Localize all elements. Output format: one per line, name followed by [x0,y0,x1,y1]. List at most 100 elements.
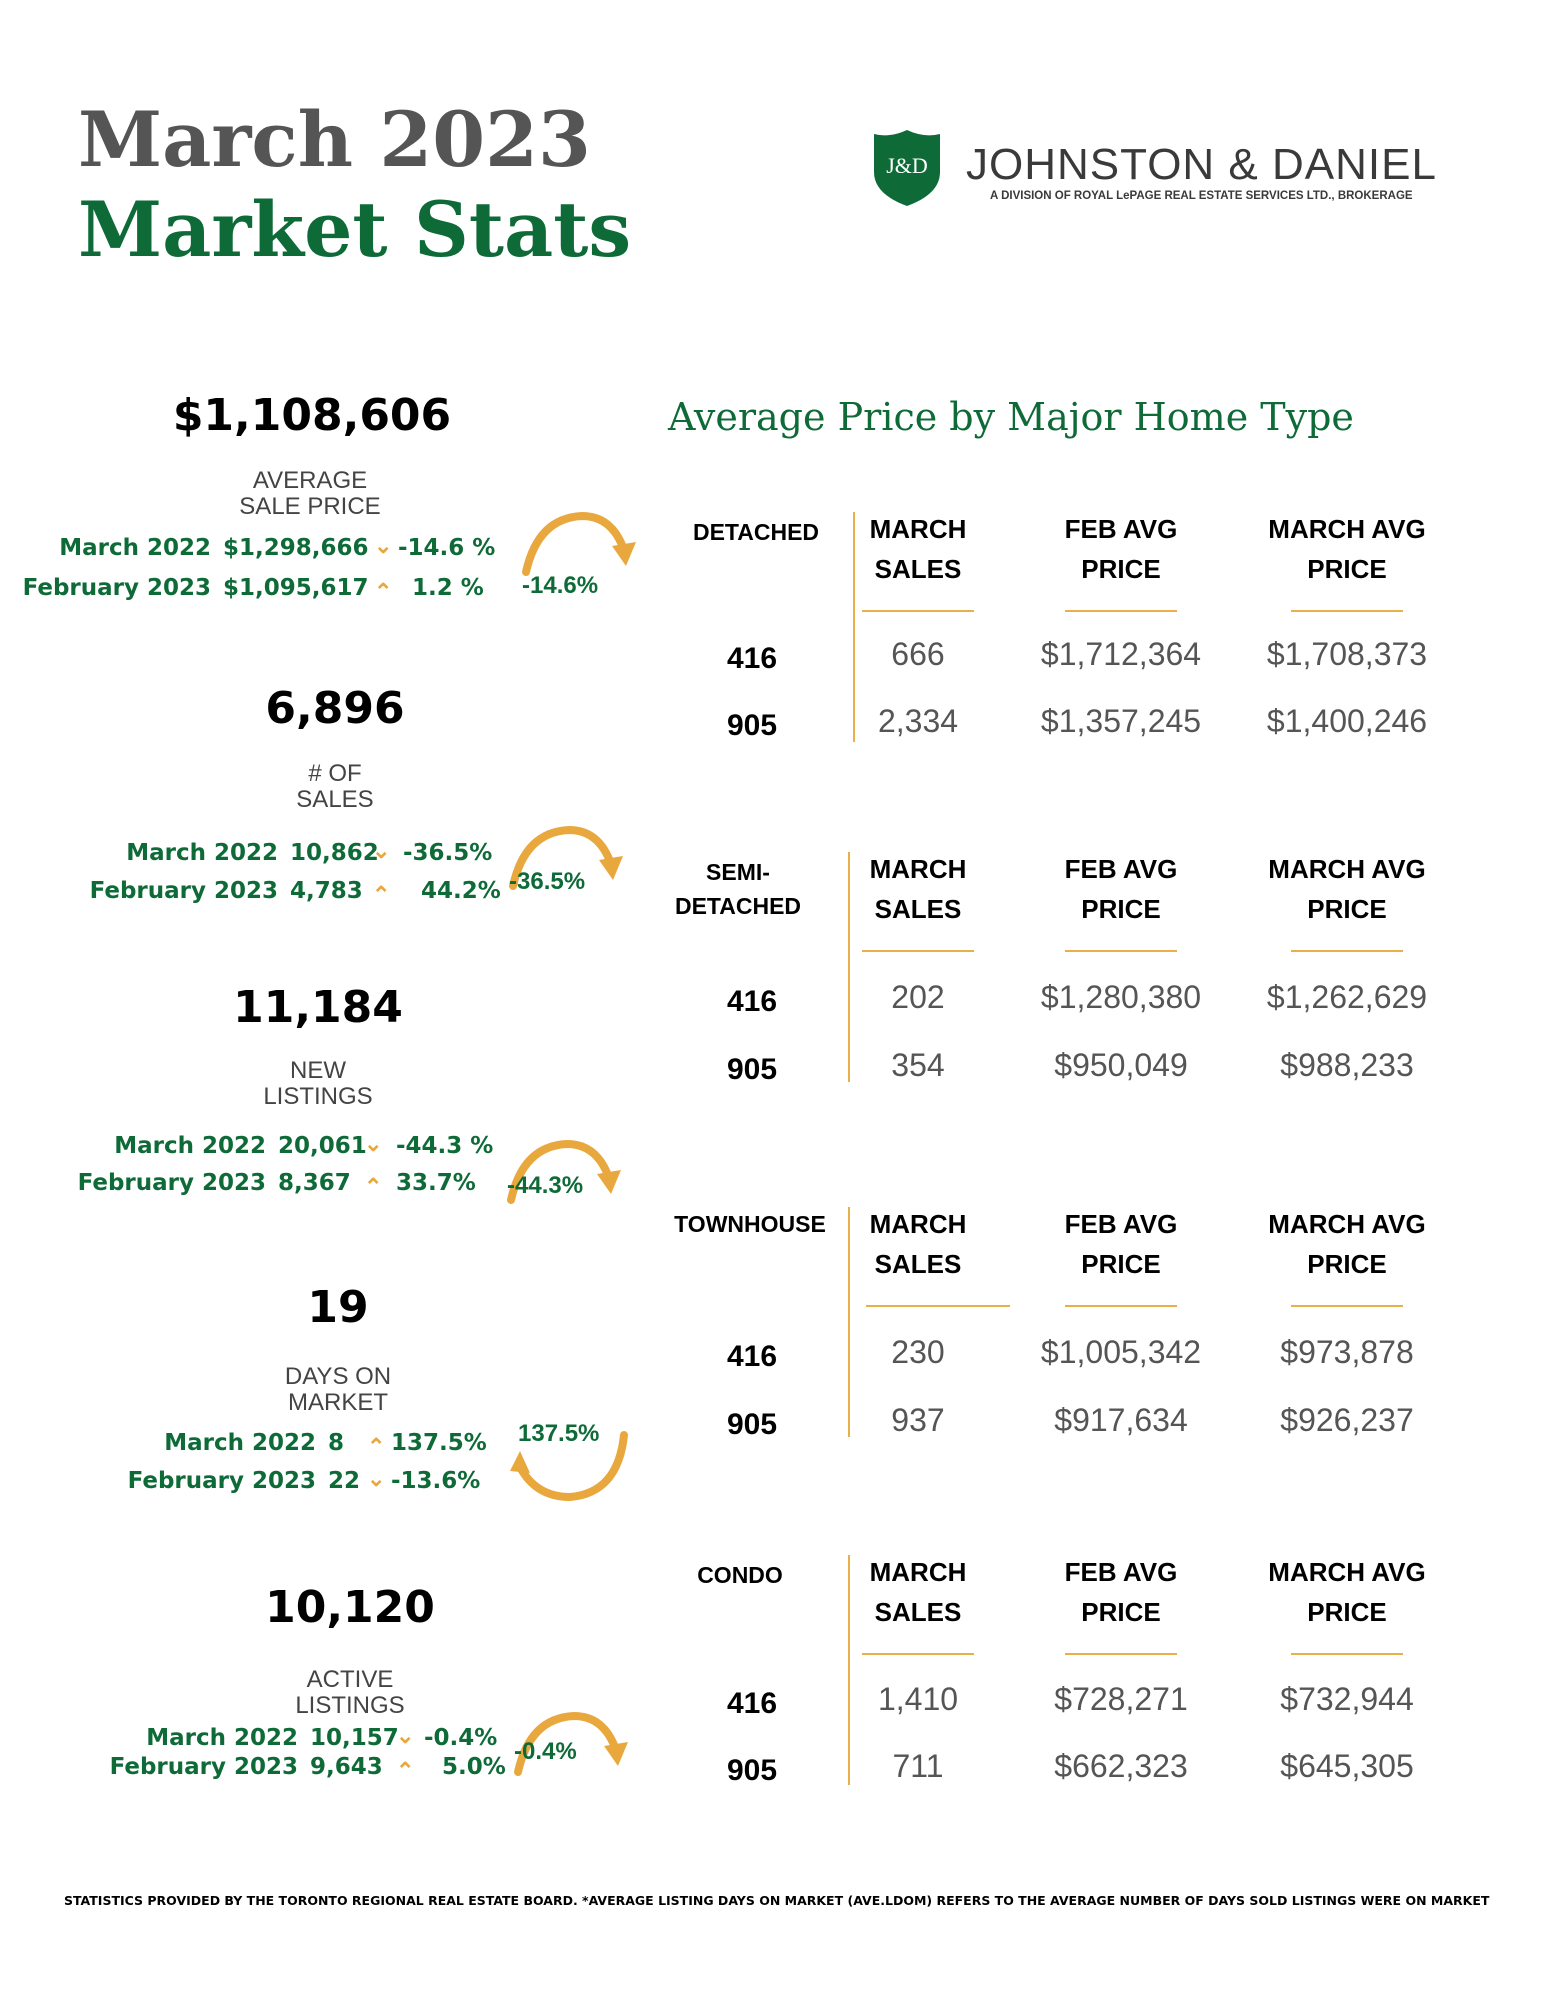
march-sales-value: 711 [892,1748,944,1784]
stat-value: 11,184 [233,982,403,1033]
comparison-value: 22 [328,1468,361,1494]
chevron-up-icon: ⌃ [364,1174,383,1199]
comparison-change: 5.0% [442,1754,506,1780]
march-sales-value: 2,334 [877,703,959,739]
march-avg-price-value: $732,944 [1280,1681,1414,1717]
table-title: Average Price by Major Home Type [668,395,1354,439]
brand-name: JOHNSTON & DANIEL [966,140,1437,189]
feb-avg-price-value: $950,049 [1054,1047,1188,1083]
comparison-change: 44.2% [421,878,501,904]
comparison-value: 10,862 [290,840,379,866]
march-avg-price-value: $645,305 [1280,1748,1414,1784]
march-sales-value: 666 [891,636,945,672]
page-title: Market Stats [78,185,632,274]
header-underline [862,1653,974,1655]
column-header-march-sales: MARCH SALES [869,854,967,924]
comparison-period: March 2022 [59,535,211,561]
comparison-value: 9,643 [310,1754,383,1780]
column-header-feb-avg-price: FEB AVG PRICE [1064,854,1178,924]
trend-arc-arrow-icon [514,1712,628,1776]
chevron-down-icon: ⌄ [374,533,393,558]
home-type-label: TOWNHOUSE [674,1211,826,1237]
march-avg-price-value: $926,237 [1280,1402,1414,1438]
stat-label: NEW LISTINGS [263,1057,373,1110]
column-header-march-avg-price: MARCH AVG PRICE [1268,514,1426,584]
march-avg-price-value: $1,262,629 [1266,979,1428,1015]
comparison-period: February 2023 [89,878,278,904]
march-avg-price-value: $1,708,373 [1266,636,1428,672]
header-underline [866,1305,1010,1307]
region-code: 416 [726,1687,778,1720]
trend-change-label: -14.6% [522,572,599,599]
march-sales-value: 230 [891,1334,945,1370]
trend-change-label: -44.3% [507,1172,584,1199]
march-avg-price-value: $1,400,246 [1266,703,1428,739]
region-code: 416 [726,1340,778,1373]
comparison-change: -14.6 % [398,535,496,561]
column-header-march-avg-price: MARCH AVG PRICE [1268,854,1426,924]
column-header-feb-avg-price: FEB AVG PRICE [1064,514,1178,584]
shield-logo-icon: J&D [874,130,940,206]
stat-value: 10,120 [265,1582,435,1633]
column-header-march-avg-price: MARCH AVG PRICE [1268,1209,1426,1279]
comparison-change: 1.2 % [412,575,484,601]
header-underline [1065,950,1177,952]
stat-value: $1,108,606 [172,390,452,441]
chevron-up-icon: ⌃ [396,1758,415,1783]
header-underline [1291,950,1403,952]
comparison-change: -36.5% [403,840,493,866]
march-avg-price-value: $973,878 [1280,1334,1414,1370]
trend-arc-arrow-icon [509,826,623,890]
trend-change-label: 137.5% [518,1420,600,1447]
chevron-down-icon: ⌄ [396,1723,415,1748]
stat-label: ACTIVE LISTINGS [295,1666,405,1719]
home-type-label: DETACHED [692,519,820,545]
stat-label: DAYS ON MARKET [284,1363,392,1416]
feb-avg-price-value: $1,005,342 [1040,1334,1202,1370]
region-code: 905 [726,1754,778,1787]
chevron-up-icon: ⌃ [367,1434,386,1459]
comparison-period: March 2022 [126,840,278,866]
comparison-value: $1,298,666 [223,535,369,561]
stat-value: 19 [307,1282,369,1333]
march-avg-price-value: $988,233 [1280,1047,1414,1083]
comparison-value: 10,157 [310,1725,399,1751]
chevron-down-icon: ⌄ [372,838,391,863]
comparison-period: February 2023 [77,1170,266,1196]
feb-avg-price-value: $728,271 [1054,1681,1188,1717]
header-underline [1065,1653,1177,1655]
comparison-value: 8,367 [278,1170,351,1196]
comparison-change: 33.7% [396,1170,476,1196]
comparison-period: March 2022 [114,1133,266,1159]
march-sales-value: 1,410 [877,1681,959,1717]
stat-label: # OF SALES [296,760,374,813]
comparison-change: 137.5% [391,1430,487,1456]
comparison-period: March 2022 [146,1725,298,1751]
chevron-down-icon: ⌄ [364,1131,383,1156]
feb-avg-price-value: $917,634 [1054,1402,1188,1438]
column-header-march-sales: MARCH SALES [869,1557,967,1627]
header-underline [1291,1653,1403,1655]
trend-arc-arrow-icon [522,512,636,576]
column-header-march-avg-price: MARCH AVG PRICE [1268,1557,1426,1627]
trend-change-label: -0.4% [514,1738,577,1765]
march-sales-value: 937 [891,1402,945,1438]
trend-arc-arrow-icon [507,1140,621,1204]
brand-subtitle: A DIVISION OF ROYAL LePAGE REAL ESTATE S… [990,190,1413,202]
column-divider [848,852,850,1082]
comparison-change: -13.6% [391,1468,481,1494]
feb-avg-price-value: $1,357,245 [1040,703,1202,739]
trend-change-label: -36.5% [509,868,586,895]
header-underline [862,610,974,612]
header-underline [1065,1305,1177,1307]
region-code: 905 [726,1408,778,1441]
column-header-march-sales: MARCH SALES [869,1209,967,1279]
march-sales-value: 202 [891,979,945,1015]
comparison-period: February 2023 [22,575,211,601]
region-code: 416 [726,642,778,675]
page-title-month: March 2023 [78,95,591,184]
footer-note: STATISTICS PROVIDED BY THE TORONTO REGIO… [64,1893,1490,1908]
comparison-value: 4,783 [290,878,363,904]
column-divider [848,1207,850,1437]
column-divider [848,1555,850,1785]
